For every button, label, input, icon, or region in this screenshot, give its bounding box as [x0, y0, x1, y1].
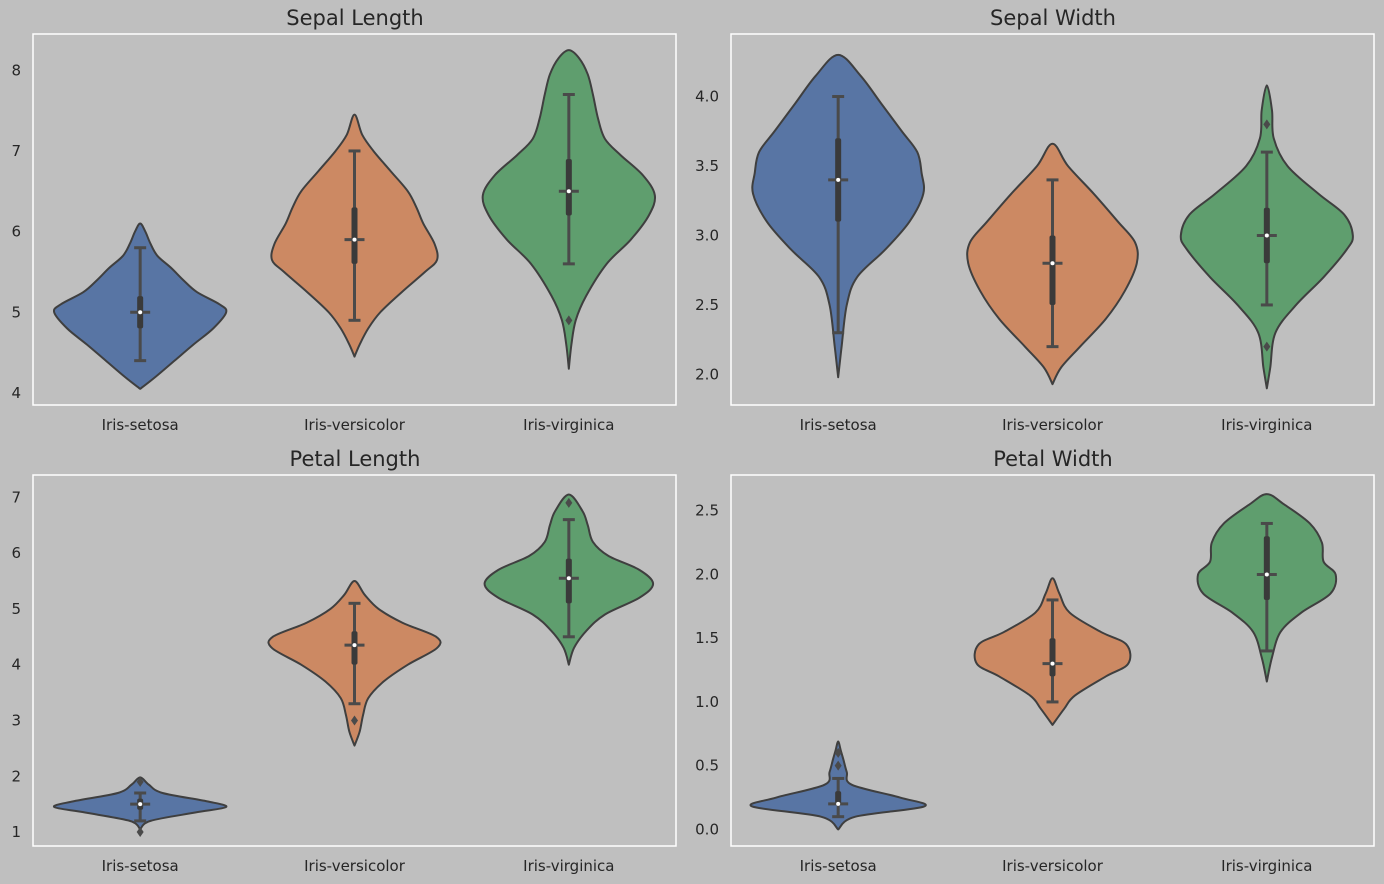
- panel-petal-width: Petal Width 0.0 0.5 1.0 1.5 2.0 2.5 Iris-setos…: [695, 447, 1375, 875]
- plot-frame: [32, 474, 677, 847]
- outlier-marker: [136, 776, 144, 787]
- y-tick-label: 1.5: [695, 629, 719, 647]
- x-tick-label: Iris-setosa: [800, 857, 877, 875]
- median-point: [566, 189, 571, 194]
- violin-iris-setosa: [52, 222, 228, 390]
- violin-iqr-box: [565, 558, 572, 604]
- outlier-marker: [834, 760, 842, 771]
- y-tick-label: 1.0: [695, 693, 719, 711]
- panel-title: Petal Length: [290, 447, 421, 471]
- y-tick-label: 2.0: [695, 365, 719, 383]
- violin-iqr-box: [351, 631, 358, 665]
- violin-iris-versicolor: [270, 113, 439, 358]
- x-tick-label: Iris-setosa: [102, 857, 179, 875]
- violin-iris-virginica: [483, 493, 655, 666]
- violin-iqr-box: [1263, 536, 1270, 600]
- y-tick-label: 5: [11, 600, 21, 618]
- x-tick-label: Iris-virginica: [523, 857, 614, 875]
- median-point: [836, 177, 841, 182]
- violin-iqr-box: [351, 207, 358, 264]
- median-point: [836, 801, 841, 806]
- x-tick-label: Iris-versicolor: [1002, 857, 1104, 875]
- y-tick-label: 2.0: [695, 565, 719, 583]
- y-tick-label: 2.5: [695, 296, 719, 314]
- x-tick-label: Iris-virginica: [523, 416, 614, 434]
- outlier-marker: [1263, 341, 1271, 352]
- violin-iris-virginica: [1196, 493, 1338, 683]
- y-tick-label: 3.0: [695, 226, 719, 244]
- outlier-marker: [834, 747, 842, 758]
- y-tick-label: 2.5: [695, 502, 719, 520]
- y-tick-label: 7: [11, 488, 21, 506]
- violin-iris-virginica: [481, 49, 657, 370]
- outlier-marker: [351, 715, 358, 726]
- x-tick-label: Iris-versicolor: [304, 857, 406, 875]
- y-tick-label: 6: [11, 223, 21, 241]
- outlier-marker: [565, 497, 573, 508]
- plot-frame: [730, 474, 1375, 847]
- y-tick-label: 7: [11, 142, 21, 160]
- y-tick-label: 4: [11, 384, 21, 402]
- outlier-marker: [565, 315, 573, 326]
- median-point: [1264, 233, 1269, 238]
- median-point: [1264, 572, 1269, 577]
- y-tick-label: 0.0: [695, 820, 719, 838]
- outlier-marker: [136, 827, 144, 838]
- median-point: [352, 237, 357, 242]
- panel-petal-length: Petal Length 1 2 3 4 5 6 7 Iris-setosa Iris-vers…: [11, 447, 677, 875]
- plot-frame: [730, 33, 1375, 406]
- violin-iqr-box: [1049, 638, 1056, 677]
- violin-iris-versicolor: [966, 142, 1139, 386]
- x-tick-label: Iris-virginica: [1221, 416, 1312, 434]
- panel-title: Sepal Width: [990, 6, 1116, 30]
- median-point: [352, 643, 357, 648]
- outlier-marker: [1263, 119, 1271, 130]
- y-tick-label: 3.5: [695, 157, 719, 175]
- x-tick-label: Iris-versicolor: [1002, 416, 1104, 434]
- panel-sepal-length: Sepal Length 4 5 6 7 8 Iris-setosa Iris-versic…: [11, 6, 677, 434]
- panel-sepal-width: Sepal Width 2.0 2.5 3.0 3.5 4.0 Iris-setosa Ir…: [695, 6, 1375, 434]
- panel-title: Petal Width: [993, 447, 1112, 471]
- y-tick-label: 6: [11, 544, 21, 562]
- violin-iris-setosa: [749, 740, 927, 831]
- y-tick-label: 3: [11, 711, 21, 729]
- violin-iris-versicolor: [267, 580, 442, 747]
- x-tick-label: Iris-setosa: [800, 416, 877, 434]
- median-point: [566, 576, 571, 581]
- violin-iris-setosa: [751, 53, 926, 379]
- x-tick-label: Iris-versicolor: [304, 416, 406, 434]
- y-tick-label: 0.5: [695, 757, 719, 775]
- violin-iris-versicolor: [973, 577, 1132, 726]
- median-point: [1050, 261, 1055, 266]
- x-tick-label: Iris-setosa: [102, 416, 179, 434]
- median-point: [1050, 661, 1055, 666]
- y-tick-label: 4: [11, 656, 21, 674]
- median-point: [138, 802, 143, 807]
- panel-title: Sepal Length: [286, 6, 423, 30]
- plot-frame: [32, 33, 677, 406]
- violin-iris-setosa: [52, 776, 228, 838]
- y-tick-label: 8: [11, 61, 21, 79]
- violin-iqr-box: [1049, 235, 1056, 305]
- y-tick-label: 5: [11, 303, 21, 321]
- y-tick-label: 1: [11, 823, 21, 841]
- y-tick-label: 2: [11, 767, 21, 785]
- violin-iris-virginica: [1179, 84, 1354, 390]
- violin-iqr-box: [835, 791, 842, 804]
- y-tick-label: 4.0: [695, 88, 719, 106]
- x-tick-label: Iris-virginica: [1221, 857, 1312, 875]
- median-point: [138, 310, 143, 315]
- violin-iqr-box: [565, 159, 572, 216]
